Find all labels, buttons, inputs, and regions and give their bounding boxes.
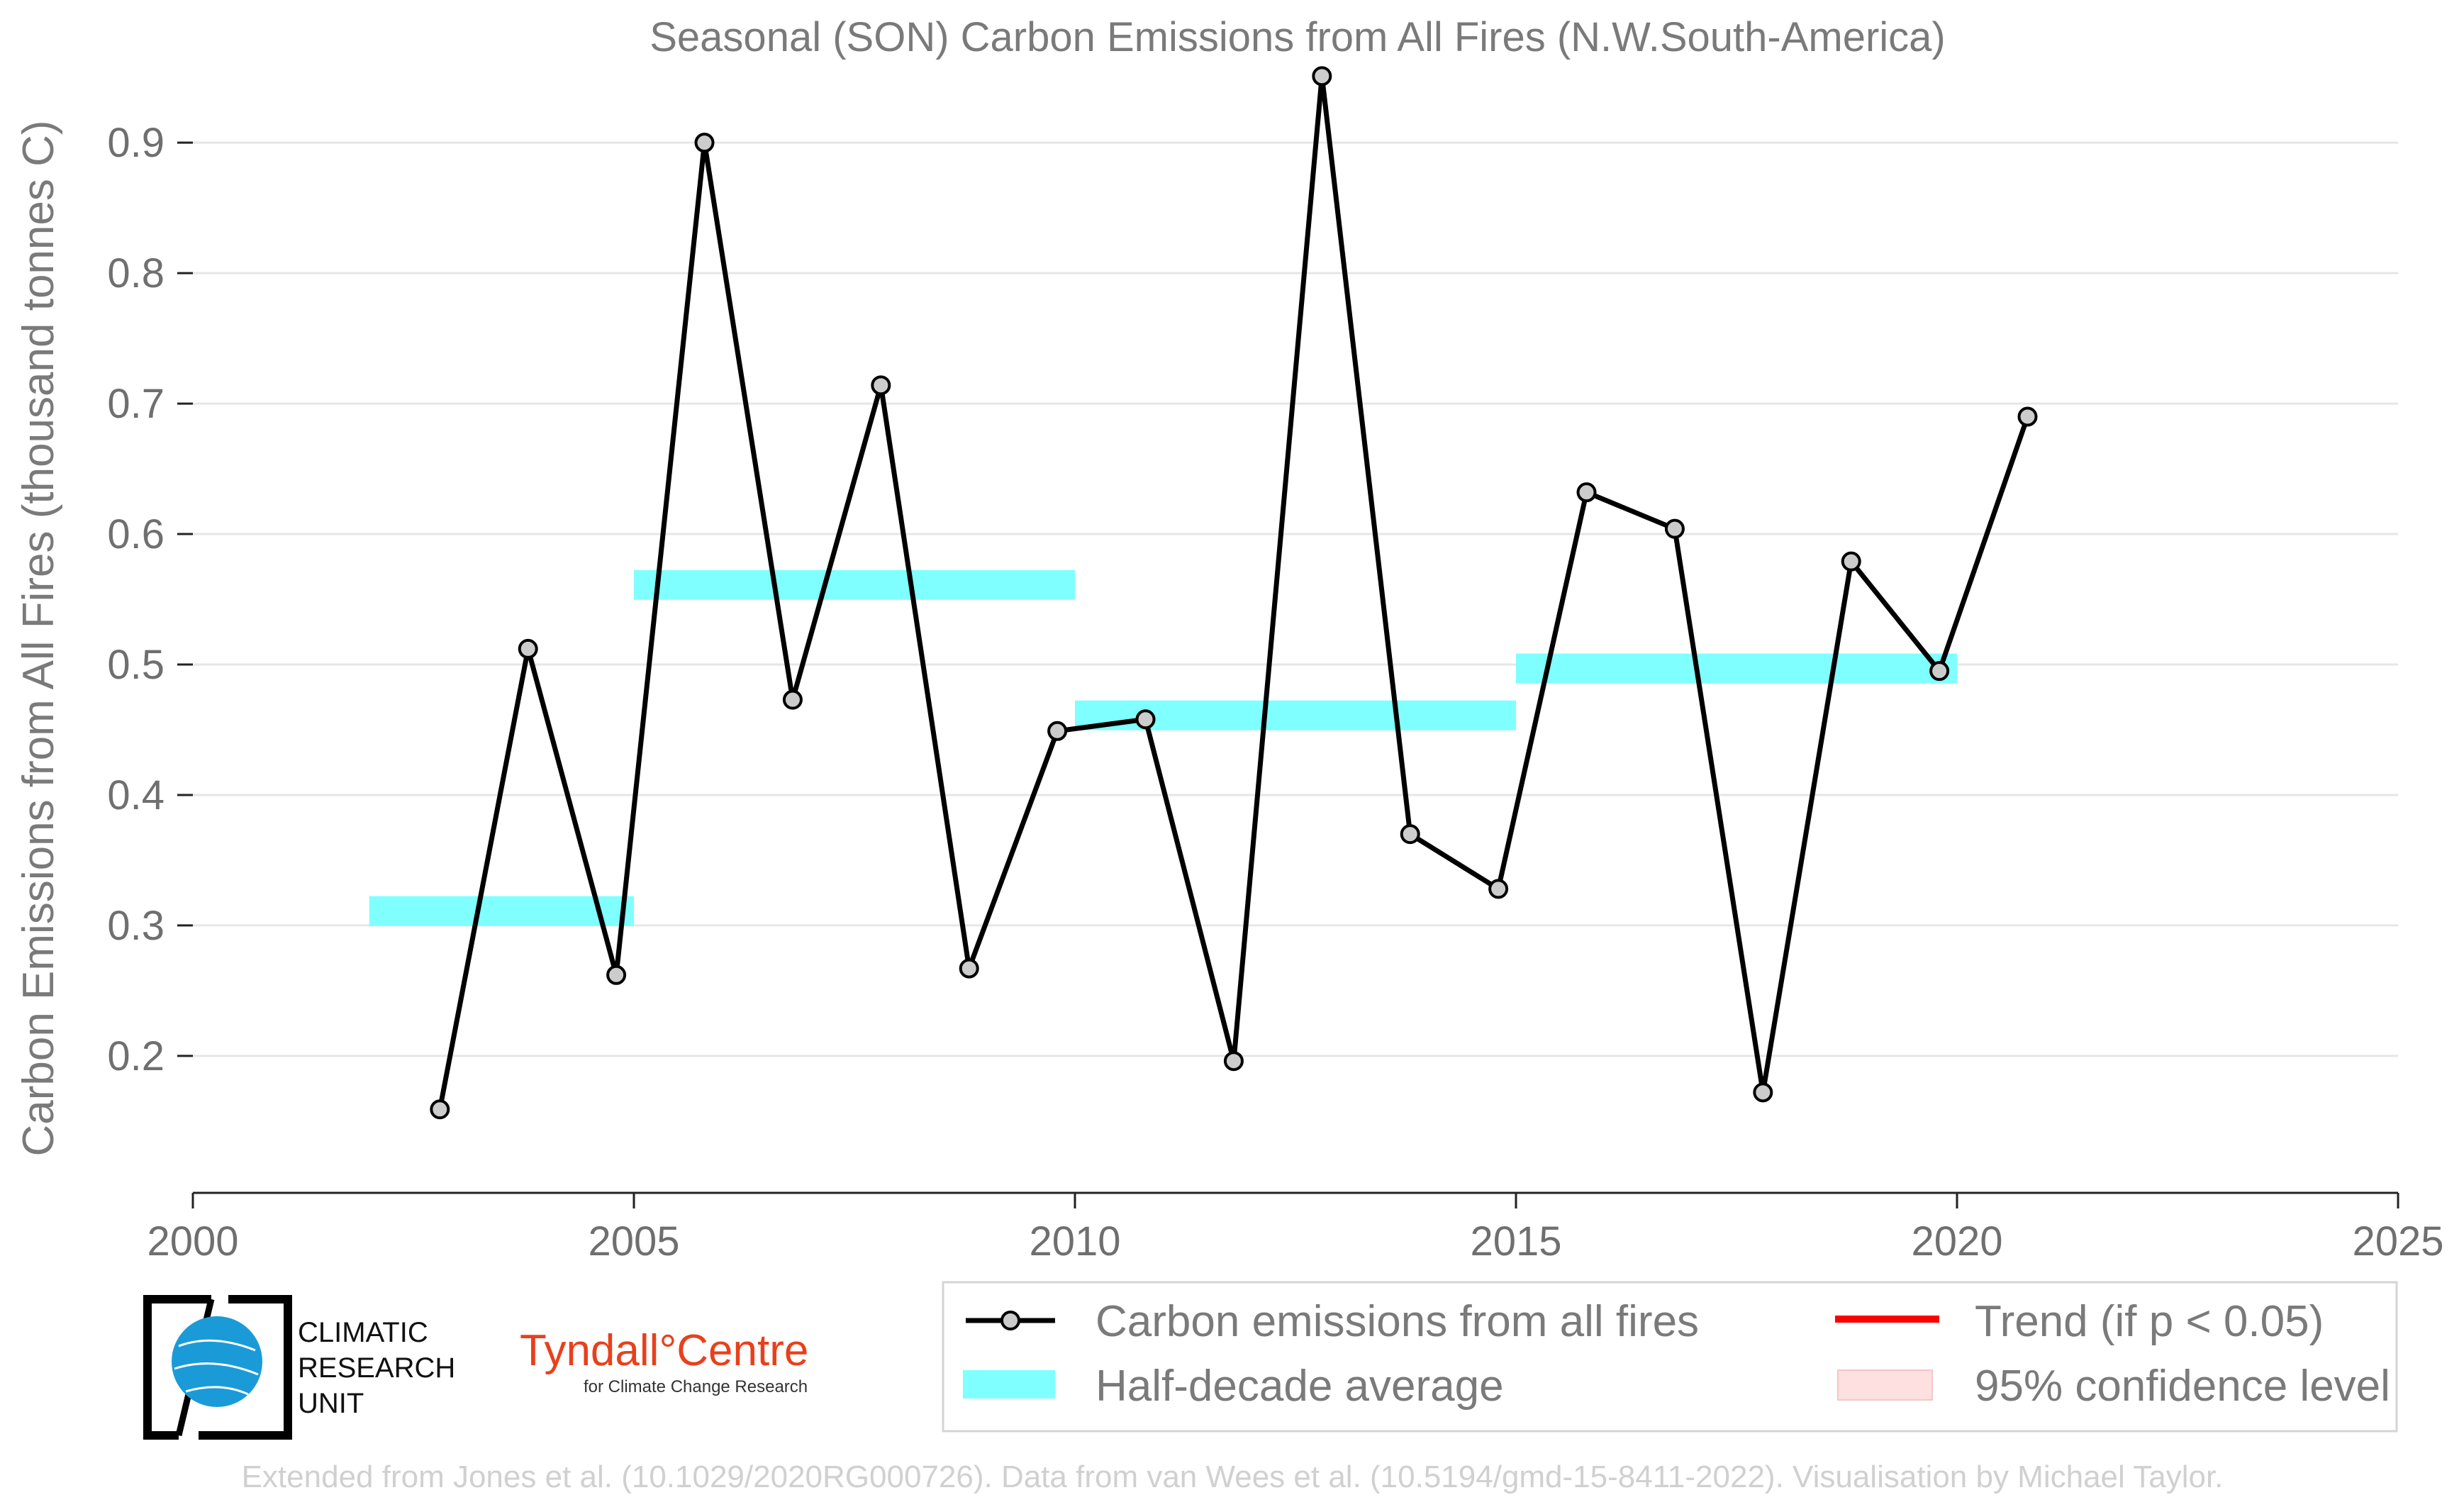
cru-logo: CLIMATIC RESEARCH UNIT	[143, 1295, 455, 1440]
data-point	[782, 689, 803, 710]
x-tick-label: 2025	[2352, 1218, 2443, 1264]
data-point	[1753, 1082, 1773, 1103]
half-decade-average-bars	[369, 569, 1957, 926]
globe-contour-icon	[174, 1339, 259, 1396]
data-point	[518, 638, 538, 659]
y-tick-label: 0.5	[107, 642, 165, 688]
legend-label-trend: Trend (if p < 0.05)	[1975, 1297, 2324, 1346]
legend-marker-swatch	[1000, 1311, 1020, 1330]
half-decade-average-bar	[634, 569, 1075, 600]
data-point	[1929, 661, 1950, 682]
globe-icon	[172, 1316, 262, 1407]
half-decade-average-bar	[369, 896, 634, 926]
data-point	[1047, 721, 1068, 741]
tyndall-logo: Tyndall°Centre for Climate Change Resear…	[520, 1326, 808, 1396]
tyndall-name: Tyndall°Centre	[520, 1326, 808, 1375]
tyndall-subtitle: for Climate Change Research	[584, 1377, 808, 1396]
legend-label-confidence: 95% confidence level	[1975, 1362, 2390, 1411]
y-tick-label: 0.6	[107, 511, 165, 557]
data-point	[1223, 1051, 1244, 1072]
data-point	[1664, 518, 1685, 539]
data-point	[1488, 879, 1509, 899]
data-point	[1312, 66, 1332, 87]
y-axis-ticks: 0.2 0.3 0.4 0.5 0.6 0.7 0.8 0.9	[107, 120, 193, 1079]
legend-confidence-swatch	[1837, 1369, 1933, 1401]
x-tick-label: 2015	[1470, 1218, 1561, 1264]
y-tick-label: 0.2	[107, 1033, 165, 1079]
data-point	[2017, 406, 2038, 427]
cru-line-3: UNIT	[298, 1388, 364, 1419]
cru-line-2: RESEARCH	[298, 1352, 455, 1384]
data-point	[1576, 482, 1597, 503]
y-axis-label: Carbon Emissions from All Fires (thousan…	[14, 120, 63, 1156]
cru-bracket-icon	[143, 1295, 292, 1440]
x-tick-label: 2010	[1029, 1218, 1120, 1264]
x-tick-label: 2000	[147, 1218, 238, 1264]
x-axis: 2000 2005 2010 2015 2020 2025	[147, 1191, 2444, 1264]
legend-frame	[942, 1281, 2398, 1433]
y-tick-label: 0.8	[107, 250, 165, 296]
legend-label-emissions: Carbon emissions from all fires	[1096, 1297, 1699, 1346]
data-point	[1841, 551, 1861, 572]
credit-line: Extended from Jones et al. (10.1029/2020…	[242, 1460, 2224, 1494]
data-point	[871, 375, 891, 396]
cru-line-1: CLIMATIC	[298, 1317, 428, 1348]
data-point	[1400, 824, 1420, 845]
data-point	[1135, 709, 1156, 730]
data-point	[959, 958, 979, 979]
y-tick-label: 0.4	[107, 772, 165, 818]
chart-title: Seasonal (SON) Carbon Emissions from All…	[650, 14, 1946, 60]
y-tick-label: 0.3	[107, 903, 165, 949]
legend-label-average: Half-decade average	[1096, 1362, 1504, 1411]
y-tick-label: 0.7	[107, 381, 165, 427]
legend-avg-swatch	[963, 1370, 1055, 1399]
x-tick-label: 2005	[588, 1218, 679, 1264]
data-point	[606, 965, 627, 985]
legend: Carbon emissions from all fires Half-dec…	[942, 1281, 2398, 1433]
data-point	[430, 1099, 450, 1120]
emissions-series	[430, 66, 2038, 1120]
half-decade-average-bar	[1516, 653, 1957, 684]
x-tick-label: 2020	[1911, 1218, 2002, 1264]
data-point	[694, 133, 715, 153]
y-tick-label: 0.9	[107, 120, 165, 166]
